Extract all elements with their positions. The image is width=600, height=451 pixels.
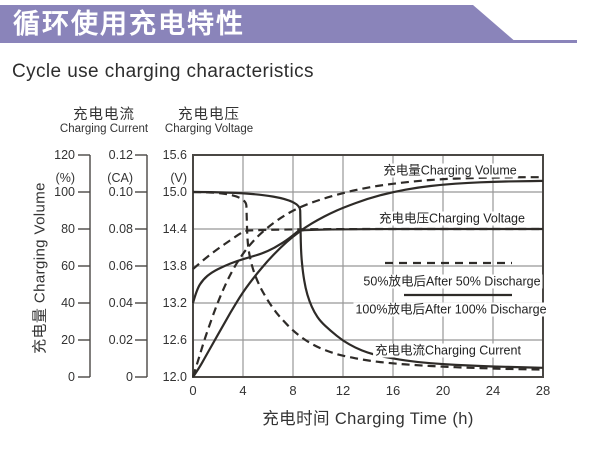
y-tick-label-charging-voltage: 12.6 [162,333,187,347]
charging-voltage-after-100-discharge-curve [191,227,543,304]
y-tick-label-charging-voltage: 14.4 [162,222,187,236]
charging-volume-after-50-discharge-curve [191,176,543,378]
y-tick-label-charging-volume: 40 [61,296,75,310]
y-tick-label-charging-volume: 100 [54,185,75,199]
voltage-curve-label: 充电电压Charging Voltage [377,208,527,227]
axis-header-charging-voltage: 充电电压 Charging Voltage [165,107,253,135]
y-tick-label-charging-current: 0.10 [108,185,133,199]
voltage-curve-label-text: 充电电压Charging Voltage [377,211,527,226]
y-tick-label-charging-current: 0.02 [108,333,133,347]
legend-after-100-discharge-label: 100%放电后After 100% Discharge [353,299,549,318]
x-tick-label: 0 [189,383,197,398]
x-tick-label: 4 [239,383,247,398]
y-tick-label-charging-volume: 80 [61,222,75,236]
y-tick-label-charging-volume: 0 [68,370,75,384]
page-title-zh: 循环使用充电特性 [13,9,245,39]
y-tick-label-charging-current: 0.12 [108,148,133,162]
y-axis-unit-charging-volume: (%) [55,170,75,185]
axis-header-charging-current-zh: 充电电流 [73,107,135,123]
charging-voltage-after-50-discharge-curve [192,227,543,270]
y-tick-label-charging-voltage: 13.8 [162,259,187,273]
page-title-en: Cycle use charging characteristics [12,61,314,82]
y-tick-label-charging-volume: 20 [61,333,75,347]
charging-current-after-100-discharge-curve [192,190,544,369]
y-tick-label-charging-volume: 60 [61,259,75,273]
current-curve-label: 充电电流Charging Current [373,340,523,359]
axis-header-charging-current: 充电电流 Charging Current [60,107,148,135]
axis-header-charging-current-en: Charging Current [59,123,149,135]
x-tick-label: 20 [435,383,451,398]
x-tick-label: 28 [535,383,551,398]
axis-header-charging-voltage-en: Charging Voltage [164,123,254,135]
plot-frame [192,154,544,378]
volume-curve-label: 充电量Charging Volume [381,160,519,179]
banner-underline [0,40,577,43]
volume-curve-label-text: 充电量Charging Volume [381,163,519,178]
y-tick-label-charging-voltage: 12.0 [162,370,187,384]
y-tick-label-charging-current: 0.08 [108,222,133,236]
banner-shape [0,5,517,43]
y-tick-label-charging-voltage: 15.6 [162,148,187,162]
legend-after-100-discharge-label-text: 100%放电后After 100% Discharge [353,302,549,317]
x-tick-label: 24 [485,383,501,398]
y-axis-unit-charging-current: (CA) [107,170,133,185]
header-banner: 循环使用充电特性 [0,5,600,43]
current-curve-label-text: 充电电流Charging Current [373,343,523,358]
y-tick-label-charging-current: 0.04 [108,296,133,310]
x-tick-label: 12 [335,383,351,398]
y-tick-label-charging-current: 0.06 [108,259,133,273]
x-axis-title-charging-time: 充电时间 Charging Time (h) [262,410,474,428]
charging-current-after-50-discharge-curve [192,190,544,371]
y-tick-label-charging-current: 0 [126,370,133,384]
y-tick-label-charging-voltage: 13.2 [162,296,187,310]
axis-header-charging-voltage-zh: 充电电压 [177,107,240,123]
x-tick-label: 16 [385,383,401,398]
legend-after-50-discharge-label: 50%放电后After 50% Discharge [361,271,543,290]
y-tick-label-charging-volume: 120 [54,148,75,162]
y-tick-label-charging-voltage: 15.0 [162,185,187,199]
x-tick-label: 8 [289,383,297,398]
y-axis-unit-charging-voltage: (V) [170,170,187,185]
legend-after-50-discharge-label-text: 50%放电后After 50% Discharge [361,274,543,289]
charging-volume-after-100-discharge-curve [192,179,544,378]
